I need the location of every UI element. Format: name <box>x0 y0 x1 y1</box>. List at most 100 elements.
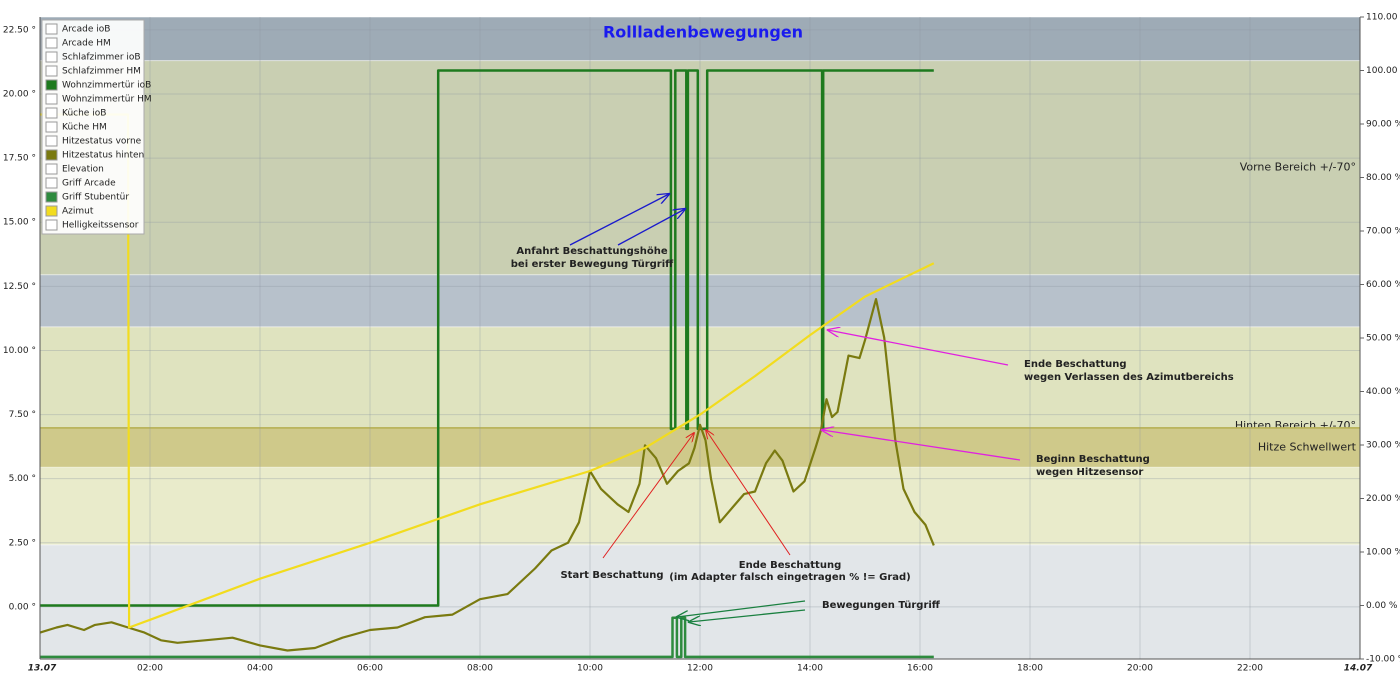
arrow <box>569 194 669 246</box>
x-tick-label: 20:00 <box>1127 664 1153 674</box>
annotation: Start Beschattung <box>560 570 663 581</box>
series <box>39 69 935 659</box>
legend-swatch[interactable] <box>45 149 58 161</box>
axes: 13.07 02:00 04:00 06:00 08:00 10:00 12:00 14:00… <box>3 13 1400 674</box>
legend-swatch[interactable] <box>45 93 58 105</box>
legend-swatch[interactable] <box>45 219 58 231</box>
legend-label[interactable]: Wohnzimmertür HM <box>62 95 152 105</box>
legend-swatch[interactable] <box>45 51 58 63</box>
x-tick-label: 06:00 <box>357 664 383 674</box>
legend-swatch[interactable] <box>45 121 58 133</box>
arrow <box>822 430 1021 461</box>
legend-label[interactable]: Helligkeitssensor <box>62 221 139 231</box>
legend-swatch[interactable] <box>45 65 58 77</box>
legend-swatch[interactable] <box>45 177 58 189</box>
y2-tick-label: -10.00 % <box>1366 655 1400 665</box>
legend-swatch[interactable] <box>45 23 58 35</box>
legend-label[interactable]: Arcade HM <box>62 39 111 49</box>
legend-label[interactable]: Griff Arcade <box>62 179 116 189</box>
y2-tick-label: 0.00 % <box>1366 601 1398 611</box>
y2-tick-label: 50.00 % <box>1366 334 1400 344</box>
legend-label[interactable]: Elevation <box>62 165 104 175</box>
x-tick-label: 08:00 <box>467 664 493 674</box>
legend-label[interactable]: Griff Stubentür <box>62 193 129 203</box>
x-tick-label: 18:00 <box>1017 664 1043 674</box>
y2-tick-label: 20.00 % <box>1366 494 1400 504</box>
x-tick-label: 02:00 <box>137 664 163 674</box>
arrow <box>828 330 1009 366</box>
annotation: wegen Verlassen des Azimutbereichs <box>1024 372 1234 383</box>
legend-swatch[interactable] <box>45 191 58 203</box>
y-tick-label: 7.50 ° <box>9 410 36 420</box>
x-tick-label: 22:00 <box>1237 664 1263 674</box>
arrow <box>617 209 685 246</box>
x-tick-label: 14.07 <box>1344 664 1373 674</box>
legend-box <box>41 19 145 235</box>
arrow <box>602 433 694 559</box>
grid <box>39 17 1361 659</box>
y-tick-label: 20.00 ° <box>3 89 36 99</box>
legend-label[interactable]: Azimut <box>62 207 94 217</box>
legend-swatch[interactable] <box>45 37 58 49</box>
annotation: Ende Beschattung <box>739 560 841 571</box>
annotation: bei erster Bewegung Türgriff <box>511 259 674 270</box>
legend-label[interactable]: Küche ioB <box>62 109 106 119</box>
annotations: Anfahrt Beschattungshöhe bei erster Bewe… <box>511 194 1234 622</box>
annotation: wegen Hitzesensor <box>1036 467 1143 478</box>
series-line <box>39 298 935 652</box>
y2-tick-label: 100.00 % <box>1366 66 1400 76</box>
y-tick-label: 2.50 ° <box>9 538 36 548</box>
band-label: Vorne Bereich +/-70° <box>1240 161 1356 174</box>
y-tick-label: 10.00 ° <box>3 346 36 356</box>
annotation: (im Adapter falsch eingetragen % != Grad… <box>669 572 911 583</box>
y2-tick-label: 110.00 % <box>1366 13 1400 23</box>
legend-swatch[interactable] <box>45 163 58 175</box>
legend-swatch[interactable] <box>45 205 58 217</box>
y-tick-label: 5.00 ° <box>9 474 36 484</box>
x-tick-label: 12:00 <box>687 664 713 674</box>
band-label: Hitze Schwellwert <box>1258 440 1357 453</box>
x-tick-label: 13.07 <box>28 664 57 674</box>
legend-label[interactable]: Küche HM <box>62 123 107 133</box>
legend-swatch[interactable] <box>45 79 58 91</box>
band <box>40 60 1360 275</box>
band <box>40 326 1360 428</box>
x-tick-label: 04:00 <box>247 664 273 674</box>
y2-tick-label: 10.00 % <box>1366 548 1400 558</box>
arrow <box>706 430 791 556</box>
y-tick-label: 22.50 ° <box>3 25 36 35</box>
series-line <box>40 113 935 629</box>
legend-label[interactable]: Schlafzimmer ioB <box>62 53 141 63</box>
legend-swatch[interactable] <box>45 135 58 147</box>
annotation: Beginn Beschattung <box>1036 454 1150 465</box>
band <box>40 274 1360 327</box>
legend-label[interactable]: Wohnzimmertür ioB <box>62 81 151 91</box>
legend-label[interactable]: Schlafzimmer HM <box>62 67 141 77</box>
y-tick-label: 0.00 ° <box>9 602 36 612</box>
y-tick-label: 17.50 ° <box>3 154 36 164</box>
annotation: Anfahrt Beschattungshöhe <box>516 246 667 257</box>
annotation: Bewegungen Türgriff <box>822 600 941 611</box>
chart-title: Rollladenbewegungen <box>603 23 803 42</box>
x-tick-label: 10:00 <box>577 664 603 674</box>
legend-label[interactable]: Hitzestatus hinten <box>62 151 144 161</box>
y2-tick-label: 80.00 % <box>1366 173 1400 183</box>
y2-tick-label: 90.00 % <box>1366 120 1400 130</box>
y-tick-label: 12.50 ° <box>3 282 36 292</box>
x-tick-label: 16:00 <box>907 664 933 674</box>
band <box>40 544 1360 659</box>
legend-swatch[interactable] <box>45 107 58 119</box>
legend-label[interactable]: Arcade ioB <box>62 25 110 35</box>
y2-tick-label: 40.00 % <box>1366 387 1400 397</box>
y2-tick-label: 60.00 % <box>1366 280 1400 290</box>
y-tick-label: 15.00 ° <box>3 218 36 228</box>
arrow <box>689 609 806 622</box>
band <box>40 427 1360 467</box>
band <box>40 17 1360 61</box>
band <box>40 466 1360 545</box>
annotation: Ende Beschattung <box>1024 359 1126 370</box>
legend-label[interactable]: Hitzestatus vorne <box>62 137 142 147</box>
y2-tick-label: 30.00 % <box>1366 441 1400 451</box>
